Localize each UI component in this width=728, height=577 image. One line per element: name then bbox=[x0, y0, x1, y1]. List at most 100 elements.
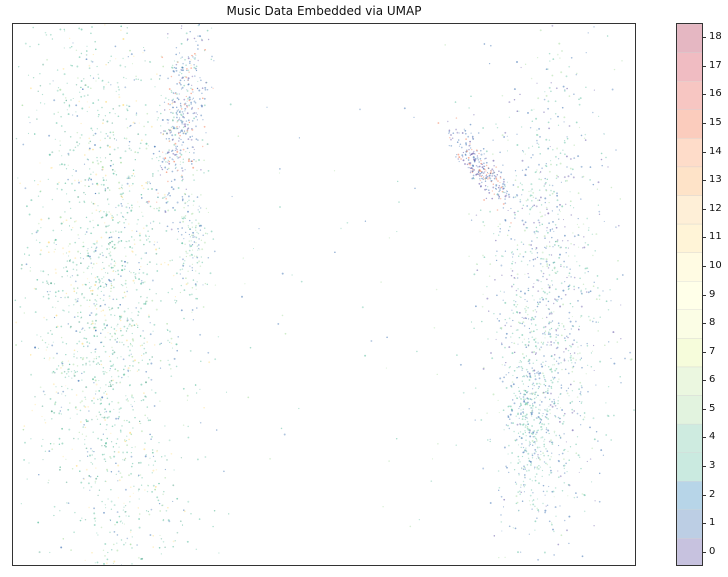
scatter-point bbox=[105, 428, 107, 431]
scatter-point bbox=[520, 66, 522, 69]
scatter-point bbox=[480, 419, 483, 421]
scatter-point bbox=[559, 417, 561, 420]
scatter-point bbox=[557, 371, 560, 374]
scatter-point bbox=[524, 221, 527, 224]
scatter-point bbox=[538, 404, 541, 406]
scatter-point bbox=[71, 182, 73, 185]
scatter-point bbox=[94, 249, 97, 252]
scatter-point bbox=[214, 358, 217, 361]
scatter-point bbox=[556, 407, 558, 410]
scatter-point bbox=[569, 320, 572, 323]
scatter-point bbox=[617, 224, 620, 227]
scatter-point bbox=[482, 178, 484, 180]
scatter-point bbox=[483, 199, 485, 201]
scatter-point bbox=[110, 508, 113, 510]
scatter-point bbox=[172, 106, 174, 109]
scatter-point bbox=[94, 562, 96, 564]
scatter-point bbox=[94, 132, 97, 135]
scatter-point bbox=[96, 475, 99, 478]
scatter-point bbox=[153, 344, 156, 346]
scatter-point bbox=[532, 330, 535, 333]
scatter-point bbox=[145, 510, 148, 512]
scatter-point bbox=[109, 410, 111, 413]
scatter-point bbox=[59, 410, 61, 412]
scatter-point bbox=[472, 136, 474, 138]
scatter-point bbox=[540, 401, 543, 403]
scatter-point bbox=[124, 504, 127, 507]
scatter-point bbox=[175, 92, 177, 94]
scatter-point bbox=[499, 187, 502, 190]
scatter-point bbox=[552, 246, 554, 248]
scatter-point bbox=[517, 288, 519, 290]
scatter-point bbox=[592, 285, 595, 288]
scatter-point bbox=[181, 25, 183, 27]
scatter-point bbox=[113, 455, 116, 458]
scatter-point bbox=[53, 113, 55, 115]
scatter-point bbox=[151, 451, 154, 454]
scatter-point bbox=[575, 320, 577, 323]
scatter-point bbox=[144, 395, 147, 398]
scatter-point bbox=[165, 198, 167, 200]
scatter-point bbox=[109, 369, 111, 372]
scatter-point bbox=[131, 462, 134, 465]
scatter-point bbox=[153, 244, 155, 246]
scatter-point bbox=[550, 355, 553, 358]
scatter-point bbox=[122, 373, 125, 376]
scatter-point bbox=[73, 304, 75, 306]
scatter-point bbox=[173, 100, 176, 103]
scatter-point bbox=[50, 417, 53, 420]
scatter-point bbox=[161, 197, 164, 199]
scatter-point bbox=[499, 313, 502, 315]
scatter-point bbox=[278, 172, 281, 174]
scatter-point bbox=[474, 152, 476, 155]
scatter-point bbox=[53, 283, 56, 285]
scatter-point bbox=[194, 75, 196, 77]
scatter-point bbox=[106, 558, 109, 561]
colorbar-tick-label: 10 bbox=[703, 260, 722, 271]
scatter-point bbox=[175, 69, 178, 72]
scatter-point bbox=[88, 287, 91, 289]
scatter-point bbox=[103, 286, 105, 288]
scatter-point bbox=[511, 270, 514, 272]
scatter-point bbox=[519, 413, 522, 415]
scatter-point bbox=[112, 543, 115, 546]
scatter-point bbox=[121, 205, 123, 207]
scatter-point bbox=[55, 272, 57, 274]
scatter-point bbox=[63, 370, 66, 373]
scatter-point bbox=[54, 402, 56, 405]
scatter-point bbox=[127, 367, 130, 370]
scatter-point bbox=[121, 341, 123, 344]
scatter-point bbox=[549, 412, 551, 415]
scatter-point bbox=[183, 289, 186, 291]
scatter-point bbox=[112, 108, 114, 110]
scatter-point bbox=[73, 349, 76, 352]
scatter-point bbox=[531, 316, 534, 319]
scatter-point bbox=[478, 161, 481, 163]
scatter-point bbox=[77, 298, 79, 300]
scatter-point bbox=[197, 35, 199, 37]
scatter-point bbox=[146, 300, 148, 303]
scatter-point bbox=[538, 163, 540, 166]
scatter-point bbox=[153, 207, 155, 210]
scatter-point bbox=[547, 121, 550, 124]
colorbar bbox=[676, 23, 703, 566]
scatter-point bbox=[184, 125, 187, 128]
scatter-point bbox=[166, 322, 168, 325]
scatter-point bbox=[502, 183, 504, 185]
scatter-point bbox=[169, 132, 171, 134]
scatter-point bbox=[525, 413, 528, 416]
scatter-point bbox=[106, 437, 108, 440]
scatter-point bbox=[152, 220, 155, 223]
scatter-point bbox=[501, 255, 503, 257]
scatter-point bbox=[122, 76, 125, 79]
scatter-point bbox=[539, 196, 542, 199]
scatter-point bbox=[533, 283, 535, 285]
scatter-point bbox=[39, 73, 41, 75]
scatter-point bbox=[115, 139, 118, 141]
scatter-point bbox=[516, 397, 519, 400]
scatter-point bbox=[580, 198, 582, 200]
scatter-point bbox=[508, 525, 511, 528]
scatter-point bbox=[106, 120, 109, 123]
scatter-point bbox=[565, 441, 567, 443]
scatter-point bbox=[116, 341, 118, 343]
